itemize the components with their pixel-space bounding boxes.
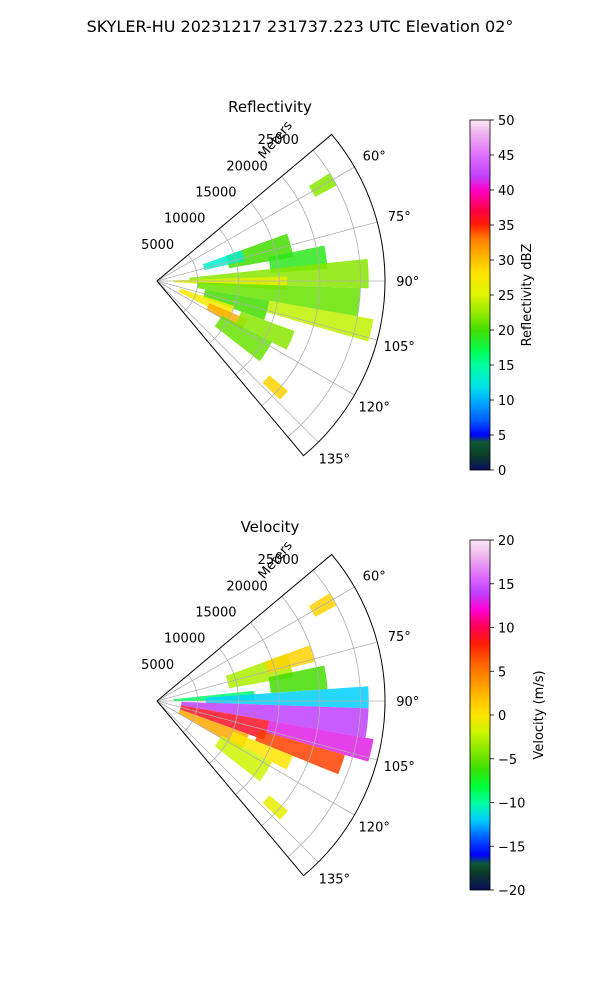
grid-ring-1 [209, 648, 239, 764]
grid-ring-2 [235, 622, 280, 795]
radial-tick-label: 20000 [226, 159, 267, 174]
radial-tick-label: 25000 [258, 133, 299, 148]
echo-region-8 [202, 289, 270, 320]
colorbar [469, 539, 491, 891]
colorbar-tick-label: 0 [498, 464, 506, 479]
radial-tick-label: 15000 [195, 185, 236, 200]
echo-region-2 [264, 645, 316, 674]
colorbar-tick-label: 20 [498, 324, 515, 339]
grid-spoke-4 [156, 700, 355, 816]
colorbar-tick-label: 20 [498, 534, 515, 549]
polar-grid [156, 569, 385, 863]
grid-ring-1 [209, 228, 239, 344]
azimuth-tick-label: 120° [359, 400, 390, 415]
azimuth-tick-label: 105° [384, 340, 415, 355]
sector-frame [156, 553, 386, 877]
echo-region-13 [262, 375, 288, 400]
grid-spoke-1 [156, 641, 378, 702]
radial-tick-label: 25000 [258, 553, 299, 568]
azimuth-tick-label: 60° [363, 570, 386, 585]
panel-title: Velocity [241, 518, 300, 536]
colorbar-tick-label: 50 [498, 114, 515, 129]
azimuth-tick-label: 60° [363, 150, 386, 165]
azimuth-tick-label: 135° [319, 872, 350, 887]
echo-region-3 [268, 665, 328, 694]
echo-region-5 [205, 686, 369, 709]
colorbar-tick-label: 5 [498, 665, 506, 680]
polar-grid [156, 149, 385, 443]
grid-ring-3 [261, 596, 321, 827]
grid-spoke-5 [156, 700, 319, 863]
colorbar-tick-label: −10 [498, 797, 525, 812]
colorbar-label: Reflectivity dBZ [520, 244, 535, 347]
sector-frame [156, 133, 386, 457]
colorbar-tick-label: 30 [498, 254, 515, 269]
grid-spoke-0 [156, 166, 355, 282]
grid-ring-2 [235, 202, 280, 375]
radial-tick-label: 10000 [164, 632, 205, 647]
echo-region-11 [236, 311, 295, 350]
grid-ring-4 [287, 149, 361, 438]
azimuth-tick-label: 90° [396, 695, 419, 710]
radial-tick-label: 5000 [141, 238, 174, 253]
echo-region-13 [262, 795, 288, 820]
radial-tick-label: 10000 [164, 212, 205, 227]
colorbar [469, 119, 491, 471]
colorbar-tick-label: −5 [498, 753, 517, 768]
colorbar-label: Velocity (m/s) [532, 670, 547, 759]
azimuth-tick-label: 105° [384, 760, 415, 775]
colorbar-tick-label: 10 [498, 622, 515, 637]
colorbar-tick-label: −15 [498, 840, 525, 855]
colorbar-tick-label: 0 [498, 709, 506, 724]
grid-ring-3 [261, 176, 321, 407]
echo-region-7 [266, 720, 374, 762]
azimuth-tick-label: 75° [388, 630, 411, 645]
echo-region-7 [266, 300, 374, 342]
grid-ring-4 [287, 569, 361, 858]
echo-region-8 [179, 705, 270, 740]
echo-layer [173, 173, 374, 400]
echo-layer [173, 593, 374, 820]
grid-spoke-1 [156, 221, 378, 282]
colorbar-tick-label: 5 [498, 429, 506, 444]
grid-spoke-3 [156, 280, 378, 341]
azimuth-tick-label: 120° [359, 820, 390, 835]
azimuth-tick-label: 90° [396, 275, 419, 290]
colorbar-tick-label: 15 [498, 578, 515, 593]
echo-region-11 [228, 731, 293, 770]
colorbar-tick-label: 15 [498, 359, 515, 374]
reflectivity-panel: Reflectivity500010000150002000025000Mete… [141, 98, 535, 479]
echo-region-6 [181, 701, 369, 738]
colorbar-tick-label: −20 [498, 884, 525, 899]
grid-spoke-0 [156, 586, 355, 702]
colorbar-tick-label: 40 [498, 184, 515, 199]
echo-region-9 [255, 730, 345, 775]
grid-spoke-3 [156, 700, 378, 761]
panel-title: Reflectivity [228, 98, 312, 116]
figure-suptitle: SKYLER-HU 20231217 231737.223 UTC Elevat… [87, 17, 514, 36]
grid-spoke-5 [156, 280, 319, 443]
azimuth-tick-label: 135° [319, 452, 350, 467]
azimuth-tick-label: 75° [388, 210, 411, 225]
radial-tick-label: 15000 [195, 605, 236, 620]
colorbar-tick-label: 35 [498, 219, 515, 234]
radial-tick-label: 5000 [141, 658, 174, 673]
colorbar-tick-label: 45 [498, 149, 515, 164]
colorbar-tick-label: 25 [498, 289, 515, 304]
grid-spoke-4 [156, 280, 355, 396]
radial-tick-label: 20000 [226, 579, 267, 594]
colorbar-tick-label: 10 [498, 394, 515, 409]
